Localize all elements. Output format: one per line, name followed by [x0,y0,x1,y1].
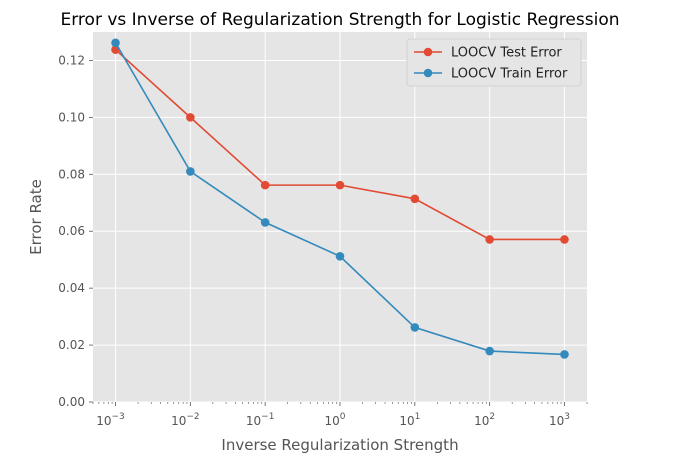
legend-marker-2 [423,68,433,78]
legend: LOOCV Test Error LOOCV Train Error [406,38,582,87]
y-tick-label: 0.10 [58,110,85,124]
series-1-point [260,180,270,190]
series-2-point [335,251,345,261]
y-tick-label: 0.04 [58,281,85,295]
x-axis-label: Inverse Regularization Strength [221,436,458,454]
x-tick-label: 103 [549,412,570,428]
legend-label-2: LOOCV Train Error [451,67,568,82]
series-2-point [485,346,494,356]
series-2-point [186,167,195,176]
x-tick-label: 10−3 [96,412,125,428]
y-tick-label: 0.06 [58,224,85,238]
series-1-point [560,235,569,244]
y-tick-label: 0.08 [58,167,85,181]
series-2-point [560,350,569,359]
x-tick-label: 100 [324,412,345,428]
series-1-point [410,194,420,204]
series-2-point [260,218,270,227]
series-2-point [111,38,120,48]
x-tick-labels: 10−3 10−2 10−1 100 101 102 103 [96,402,570,428]
series-1-point [485,235,494,244]
legend-label-1: LOOCV Test Error [451,46,562,61]
chart-title: Error vs Inverse of Regularization Stren… [61,10,620,30]
legend-box [406,38,582,87]
x-tick-label: 101 [399,412,420,428]
x-tick-label: 10−2 [171,412,200,428]
y-tick-labels: 0.00 0.02 0.04 0.06 0.08 0.10 0.12 [58,53,93,409]
legend-marker-1 [423,47,433,57]
series-1-point [186,113,195,122]
x-tick-label: 102 [474,412,495,428]
x-minor-ticks [92,402,588,404]
series-1-point [335,180,345,190]
y-tick-label: 0.02 [58,338,85,352]
y-tick-label: 0.00 [58,395,85,409]
series-2-point [410,323,420,332]
series-layer [111,38,569,359]
y-tick-label: 0.12 [58,53,85,67]
y-axis-label: Error Rate [27,179,45,255]
grid [93,32,587,403]
x-tick-label: 10−1 [246,412,275,428]
